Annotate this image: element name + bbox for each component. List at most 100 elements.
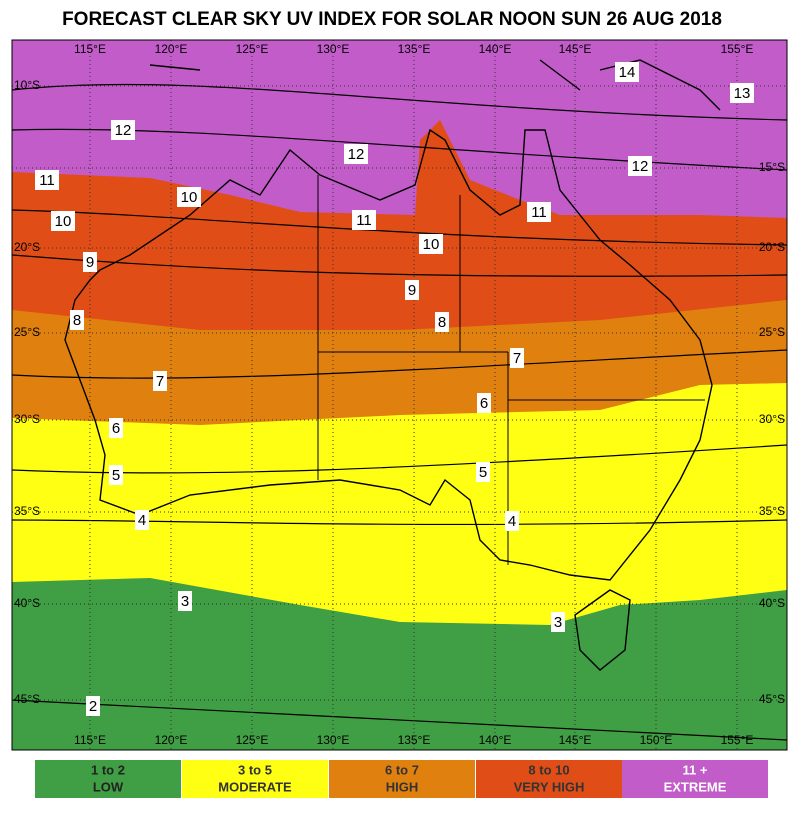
lat-label-right: 45°S bbox=[759, 692, 785, 706]
legend-level: HIGH bbox=[386, 779, 419, 794]
legend-range: 11 + bbox=[683, 762, 708, 777]
map-area bbox=[11, 39, 788, 751]
contour-label-box bbox=[435, 312, 449, 332]
band-purple bbox=[12, 40, 787, 218]
contour-label-box bbox=[135, 510, 149, 530]
contour-label: 8 bbox=[438, 314, 446, 331]
contour-label-box bbox=[70, 310, 84, 330]
contour-label-box bbox=[352, 210, 376, 230]
contour-label: 10 bbox=[181, 189, 198, 206]
contour-label: 13 bbox=[734, 85, 751, 102]
contour-label-box bbox=[505, 511, 519, 531]
legend-swatch bbox=[329, 760, 475, 798]
lon-label-top: 130°E bbox=[317, 42, 350, 56]
contour-label-box bbox=[109, 465, 123, 485]
australia-coast bbox=[64, 128, 713, 581]
tasmania-coast bbox=[574, 589, 631, 671]
contour-label: 10 bbox=[423, 236, 440, 253]
contour-label-box bbox=[615, 62, 639, 82]
legend-swatch bbox=[476, 760, 622, 798]
legend: 1 to 2 LOW 3 to 5 MODERATE 6 to 7 HIGH 8 to 10… bbox=[35, 760, 768, 798]
lat-label-left: 25°S bbox=[14, 325, 40, 339]
lat-label-left: 10°S bbox=[14, 78, 40, 92]
lon-label-bottom: 130°E bbox=[317, 733, 350, 747]
contour-label: 4 bbox=[138, 512, 146, 529]
lon-label-bottom: 140°E bbox=[479, 733, 512, 747]
contour-label: 3 bbox=[554, 614, 562, 631]
lat-label-right: 30°S bbox=[759, 412, 785, 426]
contour-label: 11 bbox=[39, 172, 55, 189]
lon-label-top: 115°E bbox=[74, 42, 106, 56]
contour-label: 12 bbox=[632, 158, 649, 175]
contour-label-box bbox=[405, 280, 419, 300]
lon-label-top: 145°E bbox=[559, 42, 592, 56]
labels: 115°E 115°E 120°E 120°E 125°E 125°E 130°E 130°E… bbox=[14, 42, 785, 747]
contour bbox=[11, 349, 788, 379]
legend-level: LOW bbox=[93, 779, 124, 794]
contour-label: 5 bbox=[112, 467, 120, 484]
legend-range: 1 to 2 bbox=[91, 762, 125, 777]
contour-label-box bbox=[83, 252, 97, 272]
lon-label-bottom: 150°E bbox=[640, 733, 673, 747]
contour-label-box bbox=[419, 234, 443, 254]
legend-range: 6 to 7 bbox=[385, 762, 419, 777]
lon-label-bottom: 155°E bbox=[721, 733, 754, 747]
contour-label: 5 bbox=[479, 464, 487, 481]
legend-level: EXTREME bbox=[664, 779, 727, 794]
contour-label-box bbox=[178, 591, 192, 611]
contour-label-box bbox=[628, 156, 652, 176]
lat-label-left: 45°S bbox=[14, 692, 40, 706]
contour-label: 10 bbox=[55, 213, 72, 230]
map-frame bbox=[11, 39, 788, 751]
contour-label-box bbox=[111, 120, 135, 140]
map-title: FORECAST CLEAR SKY UV INDEX FOR SOLAR NO… bbox=[62, 9, 722, 30]
lon-label-top: 120°E bbox=[155, 42, 188, 56]
contour-label-box bbox=[177, 187, 201, 207]
contour bbox=[11, 209, 788, 246]
contour-label-box bbox=[51, 211, 75, 231]
contour-label: 6 bbox=[112, 420, 120, 437]
legend-swatch bbox=[35, 760, 181, 798]
lon-label-top: 135°E bbox=[398, 42, 431, 56]
lat-label-right: 40°S bbox=[759, 596, 785, 610]
legend-range: 3 to 5 bbox=[238, 762, 272, 777]
lat-label-left: 30°S bbox=[14, 412, 40, 426]
lon-label-bottom: 145°E bbox=[559, 733, 592, 747]
lon-label-top: 140°E bbox=[479, 42, 512, 56]
contour bbox=[11, 444, 788, 474]
contour-label-box bbox=[109, 418, 123, 438]
state-borders bbox=[317, 175, 705, 565]
contour-label: 4 bbox=[508, 513, 516, 530]
contour-label: 9 bbox=[86, 254, 94, 271]
legend-swatch bbox=[182, 760, 328, 798]
contour-label: 11 bbox=[531, 204, 547, 221]
contour-label-box bbox=[153, 371, 167, 391]
lat-label-right: 25°S bbox=[759, 325, 785, 339]
contour-label-box bbox=[527, 202, 551, 222]
contour-label-box bbox=[86, 696, 100, 716]
lat-label-right: 35°S bbox=[759, 504, 785, 518]
lon-label-top: 125°E bbox=[236, 42, 269, 56]
contour-label-box bbox=[730, 83, 754, 103]
legend-swatch bbox=[622, 760, 768, 798]
contour-label-box bbox=[344, 144, 368, 164]
contour-label-box bbox=[510, 348, 524, 368]
contour-label: 9 bbox=[408, 282, 416, 299]
contour-label: 12 bbox=[115, 122, 132, 139]
contour-label: 11 bbox=[356, 212, 372, 229]
lat-label-right: 20°S bbox=[759, 240, 785, 254]
contour-label-box bbox=[476, 462, 490, 482]
contour-label: 14 bbox=[619, 64, 636, 81]
lat-label-left: 35°S bbox=[14, 504, 40, 518]
legend-level: VERY HIGH bbox=[514, 779, 585, 794]
contour bbox=[11, 519, 788, 526]
contour bbox=[11, 83, 788, 121]
lat-label-right: 15°S bbox=[759, 160, 785, 174]
legend-level: MODERATE bbox=[218, 779, 292, 794]
contour-label: 2 bbox=[89, 698, 97, 715]
contour-label-box bbox=[551, 612, 565, 632]
legend-range: 8 to 10 bbox=[528, 762, 569, 777]
contour-label: 6 bbox=[480, 395, 488, 412]
contour-label-box bbox=[477, 393, 491, 413]
